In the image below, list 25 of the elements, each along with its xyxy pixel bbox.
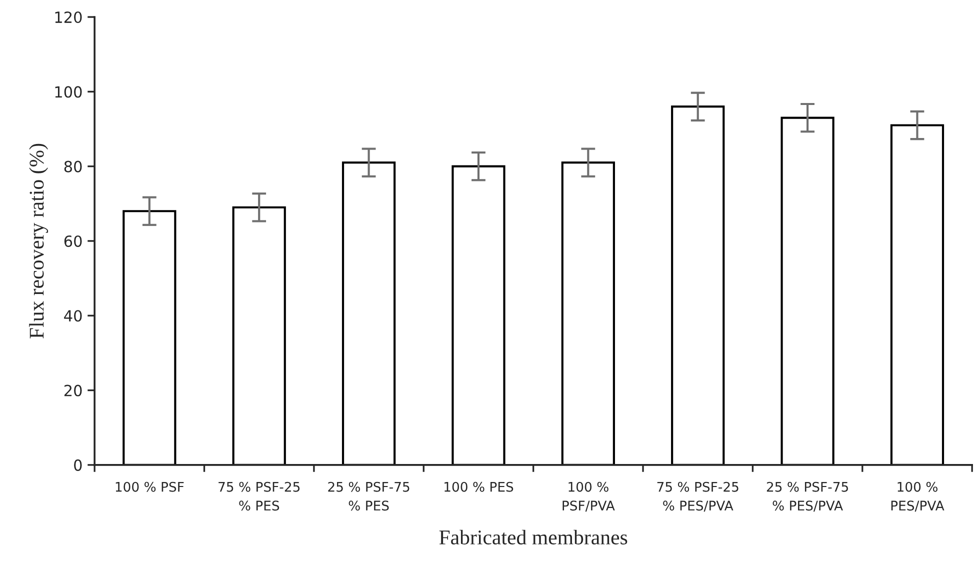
y-tick-label: 20 bbox=[64, 384, 82, 396]
x-tick-label: 100 % PSF/PVA bbox=[562, 482, 615, 512]
bar bbox=[122, 210, 176, 465]
y-tick-label: 120 bbox=[55, 11, 82, 24]
x-tick-label: 100 % PSF bbox=[116, 482, 184, 492]
bar bbox=[452, 165, 506, 465]
bar bbox=[890, 124, 944, 465]
x-tick-label: 75 % PSF-25 % PES bbox=[218, 482, 300, 511]
x-axis-title: Fabricated membranes bbox=[439, 530, 628, 544]
y-tick-label: 40 bbox=[64, 310, 82, 322]
x-tick-label: 100 % PES/PVA bbox=[891, 482, 944, 512]
y-tick-label: 0 bbox=[74, 459, 82, 471]
x-tick-label: 100 % PES bbox=[444, 482, 514, 492]
bar bbox=[780, 116, 834, 465]
x-tick-label: 25 % PSF-75 % PES/PVA bbox=[766, 482, 848, 512]
bar bbox=[561, 162, 615, 465]
y-tick-label: 100 bbox=[55, 86, 82, 98]
y-axis-title: Flux recovery ratio (%) bbox=[29, 144, 48, 338]
bar bbox=[232, 206, 286, 465]
bar bbox=[671, 106, 725, 465]
x-tick-label: 25 % PSF-75 % PES bbox=[328, 482, 410, 511]
x-tick-label: 75 % PSF-25 % PES/PVA bbox=[657, 482, 738, 512]
y-tick-label: 60 bbox=[64, 235, 82, 247]
y-tick-label: 80 bbox=[64, 160, 82, 172]
bar bbox=[342, 162, 396, 465]
